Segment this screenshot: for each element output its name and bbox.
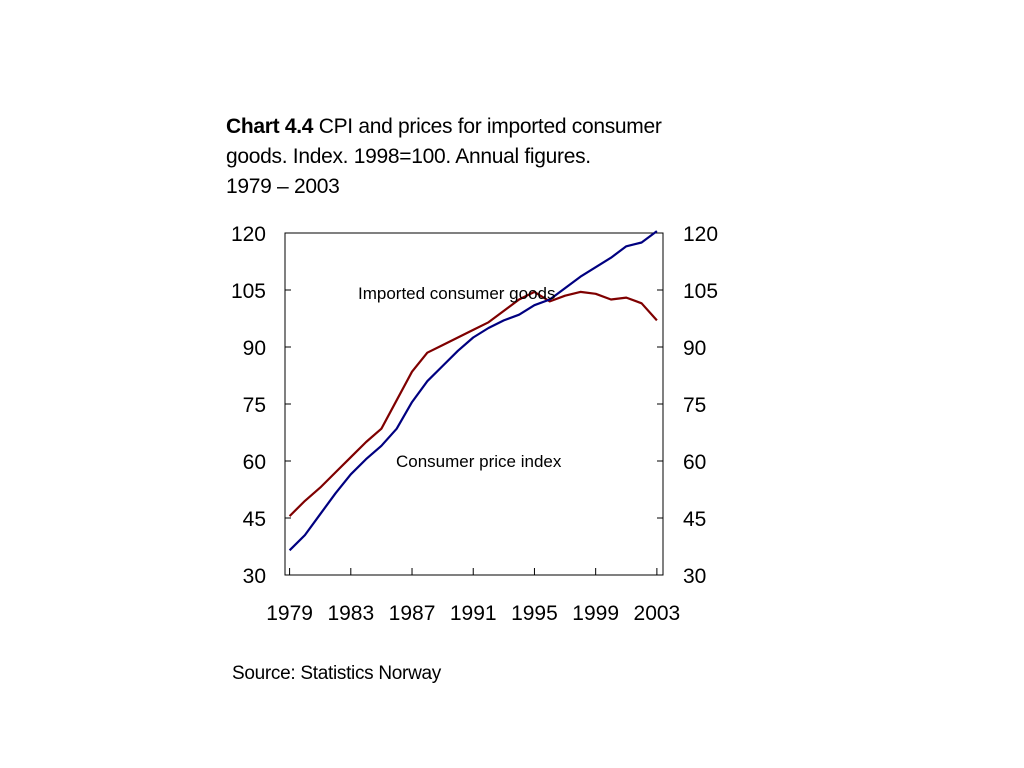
x-tick-label: 1999 [572,602,619,625]
x-tick-label: 1991 [450,602,497,625]
y-tick-label-right: 90 [683,337,706,360]
x-tick-label: 1979 [266,602,313,625]
y-tick-label-right: 105 [683,280,718,303]
series-label-imported-consumer-goods: Imported consumer goods [358,284,556,303]
y-tick-label-left: 45 [243,508,266,531]
series-lines [288,230,658,552]
title-line-1: Chart 4.4 CPI and prices for imported co… [226,112,696,142]
y-tick-label-left: 60 [243,451,266,474]
series-line-imported-consumer-goods [288,290,658,517]
y-tick-label-right: 30 [683,565,706,588]
x-tick-label: 2003 [634,602,681,625]
y-tick-label-right: 75 [683,394,706,417]
title-line-3: 1979 – 2003 [226,175,340,198]
source-note: Source: Statistics Norway [232,663,441,684]
axis-ticks: 30 30 45 45 60 60 75 75 90 90 105 105 120 120 1979 1983… [231,223,718,625]
chart-title: Chart 4.4 CPI and prices for imported co… [226,112,696,202]
x-tick-label: 1987 [389,602,436,625]
y-tick-label-left: 75 [243,394,266,417]
title-text: CPI and prices for imported consumer [318,115,662,138]
x-tick-label: 1995 [511,602,558,625]
y-tick-label-right: 60 [683,451,706,474]
y-tick-label-left: 30 [243,565,266,588]
y-tick-label-left: 105 [231,280,266,303]
series-line-consumer-price-index [288,230,658,552]
series-labels: Imported consumer goods Consumer price in… [358,284,562,471]
chart-number: Chart 4.4 [226,115,314,138]
y-tick-label-left: 90 [243,337,266,360]
y-tick-label-right: 120 [683,223,718,246]
y-tick-label-left: 120 [231,223,266,246]
x-tick-label: 1983 [327,602,374,625]
series-label-consumer-price-index: Consumer price index [396,452,562,471]
y-tick-label-right: 45 [683,508,706,531]
title-line-2: goods. Index. 1998=100. Annual figures. [226,145,591,168]
